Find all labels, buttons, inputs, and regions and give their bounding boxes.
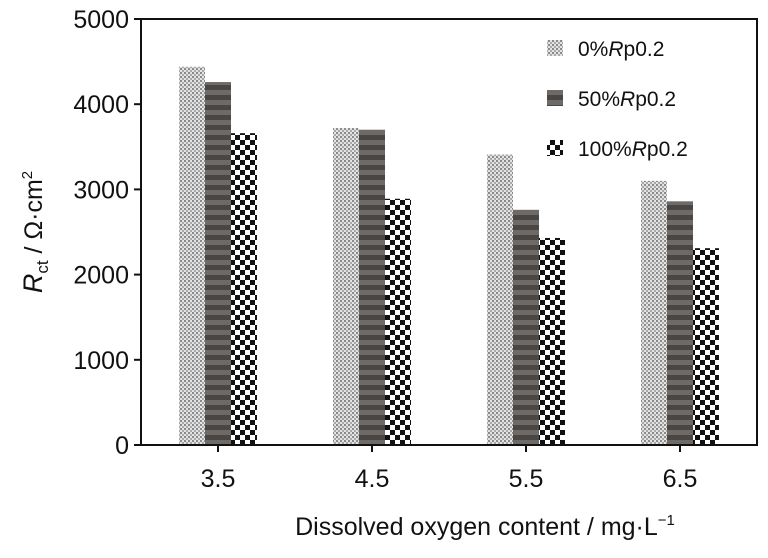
bar-p50-5.5: [513, 209, 539, 445]
bar-p100-5.5: [539, 237, 565, 445]
bar-p100-6.5: [693, 248, 719, 445]
plot-frame: [140, 18, 758, 446]
bar-p100-3.5: [231, 133, 257, 445]
y-tick-label: 5000: [73, 6, 129, 34]
x-tick-label: 6.5: [663, 465, 698, 493]
legend-swatch: [547, 90, 563, 106]
bar-p50-3.5: [205, 82, 231, 445]
y-axis-unit: / Ω·cm: [20, 179, 48, 260]
bar-p0-3.5: [179, 66, 205, 445]
bar-p50-4.5: [359, 129, 385, 445]
y-tick-label: 4000: [73, 91, 129, 119]
y-axis-unit-sup: 2: [19, 171, 36, 179]
legend-swatch: [547, 140, 563, 156]
x-tick-label: 3.5: [201, 465, 236, 493]
bar-p50-6.5: [667, 201, 693, 445]
bar-p100-4.5: [385, 198, 411, 445]
legend-label: 50%Rp0.2: [578, 88, 676, 111]
x-axis-label-text: Dissolved oxygen content / mg·L: [295, 513, 658, 541]
bar-p0-6.5: [641, 180, 667, 445]
x-axis-label: Dissolved oxygen content / mg·L−1: [295, 512, 675, 541]
bar-p0-5.5: [487, 154, 513, 445]
legend-label: 100%Rp0.2: [578, 138, 688, 161]
y-axis-subscript: ct: [33, 260, 52, 274]
x-axis-label-sup: −1: [658, 512, 675, 529]
ticks-group: 0 1000 2000 3000 4000 5000 3.5 4.5 5.5 6.5: [73, 6, 697, 493]
y-tick-label: 1000: [73, 347, 129, 375]
y-tick-label: 0: [115, 432, 129, 460]
bars-group: [179, 66, 719, 445]
x-tick-label: 4.5: [355, 465, 390, 493]
legend: 0%Rp0.2 50%Rp0.2 100%Rp0.2: [547, 38, 688, 161]
legend-label: 0%Rp0.2: [578, 38, 664, 61]
bar-p0-4.5: [333, 128, 359, 445]
y-tick-label: 2000: [73, 262, 129, 290]
y-tick-label: 3000: [73, 176, 129, 204]
y-axis-label: Rct / Ω·cm2: [18, 171, 52, 293]
legend-swatch: [547, 40, 563, 56]
y-axis-symbol: R: [18, 274, 48, 294]
x-tick-label: 5.5: [509, 465, 544, 493]
